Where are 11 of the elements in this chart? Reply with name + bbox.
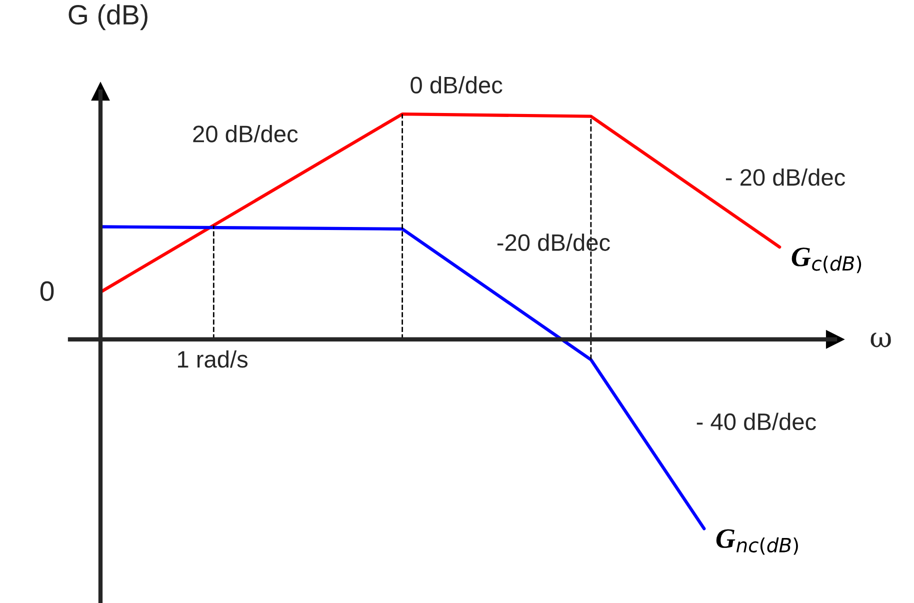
annotation: - 40 dB/dec — [696, 412, 816, 430]
annotation: 20 dB/dec — [193, 125, 298, 142]
series-label: G$_{nc(dB)}$ — [716, 529, 798, 555]
annotation: -20 dB/dec — [497, 234, 610, 251]
text: 0 dB/dec — [410, 76, 502, 94]
y-axis-title: G (dB) — [68, 4, 148, 30]
annotation: - 20 dB/dec — [726, 168, 846, 186]
x-axis-title: ω — [870, 332, 891, 348]
text: 0 — [40, 281, 54, 301]
series-label: G$_{c(dB)}$ — [792, 248, 862, 274]
annotation: 1 rad/s — [178, 350, 248, 368]
